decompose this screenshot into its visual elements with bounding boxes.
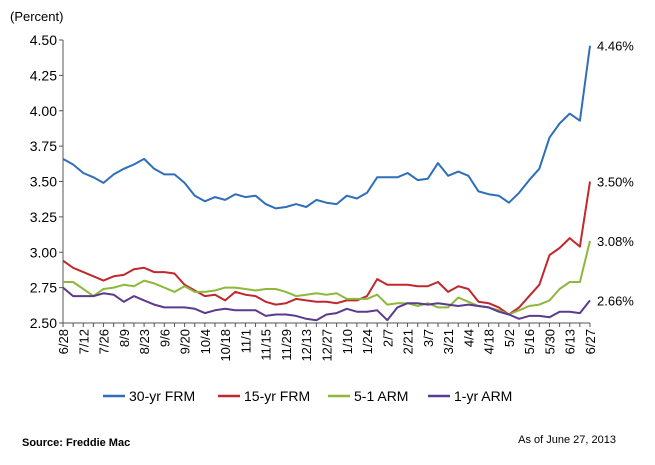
x-tick-label: 9/20	[178, 329, 193, 354]
y-tick-label: 2.50	[30, 315, 57, 331]
legend-label: 5-1 ARM	[354, 388, 408, 404]
y-tick-label: 4.50	[30, 32, 57, 48]
series-end-label: 2.66%	[597, 293, 634, 308]
series-end-label: 3.08%	[597, 234, 634, 249]
y-tick-label: 3.75	[30, 138, 57, 154]
x-tick-label: 6/13	[563, 329, 578, 354]
series-end-label: 4.46%	[597, 39, 634, 54]
legend: 30-yr FRM 15-yr FRM 5-1 ARM 1-yr ARM	[103, 388, 512, 404]
y-tick-label: 3.50	[30, 174, 57, 190]
x-tick-label: 6/27	[583, 329, 598, 354]
x-tick-label: 12/27	[320, 329, 335, 362]
x-tick-label: 12/13	[299, 329, 314, 362]
x-axis: 6/28 7/12 7/26 8/9 8/23 9/6 9/20 10/4 10/18 11/1 1…	[56, 322, 598, 362]
y-tick-label: 3.00	[30, 244, 57, 260]
y-axis: 2.50 2.75 3.00 3.25 3.50 3.75 4.00 4.25 4.50	[30, 32, 64, 331]
source-note: Source: Freddie Mac	[22, 437, 130, 449]
x-tick-label: 7/12	[76, 329, 91, 354]
series-line	[63, 240, 591, 316]
x-tick-label: 2/21	[401, 329, 416, 354]
x-tick-label: 2/7	[380, 329, 395, 347]
x-tick-label: 11/15	[259, 329, 274, 361]
y-tick-label: 4.00	[30, 103, 57, 119]
y-axis-title: (Percent)	[10, 9, 63, 24]
legend-label: 15-yr FRM	[244, 388, 310, 404]
series-lines	[62, 45, 591, 322]
series-end-label: 3.50%	[597, 175, 634, 190]
x-tick-label: 10/18	[218, 329, 233, 362]
x-tick-label: 8/9	[117, 329, 132, 347]
y-tick-label: 4.25	[30, 67, 57, 83]
x-tick-label: 5/30	[542, 329, 557, 354]
as-of-date: As of June 27, 2013	[518, 434, 616, 446]
x-tick-label: 4/4	[461, 329, 476, 347]
x-tick-label: 10/4	[198, 329, 213, 354]
legend-label: 1-yr ARM	[454, 388, 512, 404]
x-tick-label: 3/21	[441, 329, 456, 354]
x-tick-label: 6/28	[56, 329, 71, 354]
y-tick-label: 2.75	[30, 280, 57, 296]
x-tick-label: 1/24	[360, 329, 375, 354]
legend-label: 30-yr FRM	[129, 388, 195, 404]
x-tick-label: 8/23	[137, 329, 152, 354]
x-tick-label: 4/18	[482, 329, 497, 354]
x-tick-label: 11/29	[279, 329, 294, 361]
y-tick-label: 3.25	[30, 209, 57, 225]
x-tick-label: 5/16	[522, 329, 537, 354]
x-tick-label: 3/7	[421, 329, 436, 347]
end-labels: 4.46% 3.50% 3.08% 2.66%	[597, 39, 634, 309]
series-line	[62, 45, 591, 210]
series-line	[62, 286, 591, 322]
x-tick-label: 11/1	[238, 329, 253, 353]
series-line	[62, 181, 591, 316]
x-tick-label: 1/10	[340, 329, 355, 354]
x-tick-label: 7/26	[97, 329, 112, 354]
x-tick-label: 5/2	[502, 329, 517, 347]
x-tick-label: 9/6	[157, 329, 172, 347]
